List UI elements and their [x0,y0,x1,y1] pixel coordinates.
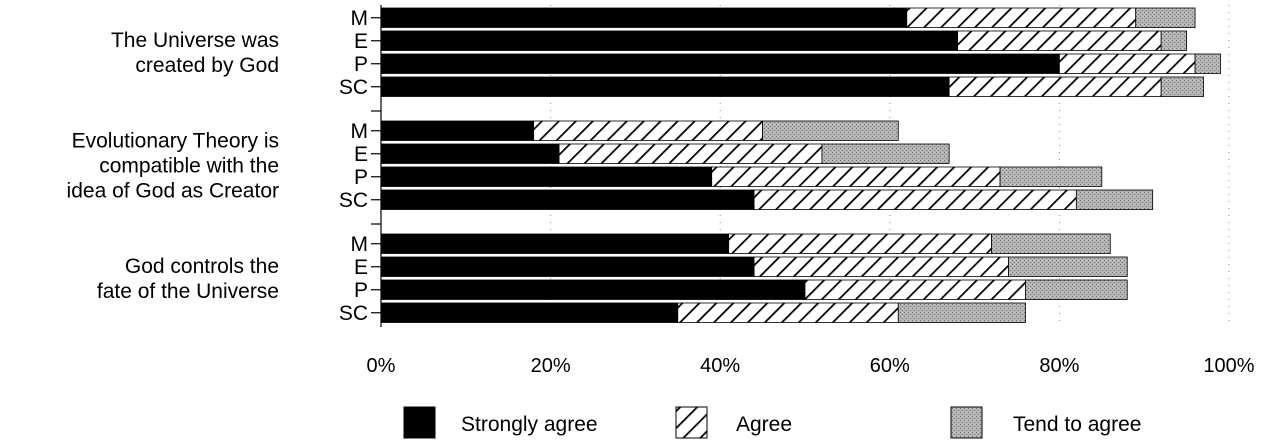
bar-segment [380,166,713,187]
bar-segment [677,302,899,323]
category-label: SC [339,76,368,99]
bar-segment [1059,53,1196,74]
group-label-line: idea of God as Creator [67,179,279,202]
bar-segment [753,189,1077,210]
bar-segment [558,143,823,164]
x-tick-label: 20% [531,355,571,377]
group-label-line: fate of the Universe [97,280,279,303]
axes [371,5,382,327]
group-label-line: God controls the [125,255,279,278]
bar-segment [380,120,535,141]
x-tick-label: 0% [367,355,396,377]
category-label: E [354,30,368,53]
legend-label: Strongly agree [461,413,598,436]
category-label: M [351,120,369,143]
bar-segment [762,120,899,141]
bar-segment [380,143,560,164]
legend-label: Tend to agree [1013,413,1141,436]
x-tick-label: 40% [700,355,740,377]
bar-segment [380,53,1060,74]
bar-segment [1160,76,1204,97]
bar-segment [753,256,1009,277]
bar-segment [380,279,806,300]
bar-segment [897,302,1026,323]
category-label: SC [339,302,368,325]
x-tick-label: 100% [1203,355,1254,377]
legend-swatch [675,406,708,439]
bar-segment [380,30,959,51]
bar-segment [380,233,730,254]
gridlines [550,5,1230,327]
bar-segment [991,233,1111,254]
bars [380,7,1221,323]
group-label-line: created by God [135,54,279,77]
bar-segment [957,30,1162,51]
category-label: P [354,279,368,302]
bar-segment [380,256,755,277]
bar-segment [1194,53,1221,74]
bar-segment [948,76,1162,97]
bar-segment [999,166,1103,187]
bar-segment [821,143,950,164]
group-label-line: The Universe was [111,29,279,52]
bar-segment [1025,279,1128,300]
bar-segment [728,233,992,254]
bar-segment [804,279,1026,300]
bar-segment [533,120,764,141]
category-label: SC [339,189,368,212]
category-label: P [354,166,368,189]
bar-segment [380,189,755,210]
bar-segment [711,166,1001,187]
category-label: M [351,7,369,30]
bar-segment [1135,7,1196,28]
bar-segment [1008,256,1128,277]
bar-segment [1075,189,1154,210]
legend-swatch [403,406,436,439]
group-label-line: compatible with the [99,154,279,177]
x-tick-label: 80% [1039,355,1079,377]
category-label: E [354,143,368,166]
group-label-line: Evolutionary Theory is [72,129,279,152]
category-label: P [354,53,368,76]
category-label: E [354,256,368,279]
bar-segment [380,76,950,97]
bar-segment [380,7,908,28]
bar-segment [1160,30,1188,51]
category-label: M [351,233,369,256]
legend-swatch [950,406,983,439]
legend-label: Agree [736,413,792,436]
legend: Strongly agree Agree Tend to agree [403,406,1141,439]
bar-segment [380,302,679,323]
bar-segment [906,7,1137,28]
x-tick-label: 60% [870,355,910,377]
